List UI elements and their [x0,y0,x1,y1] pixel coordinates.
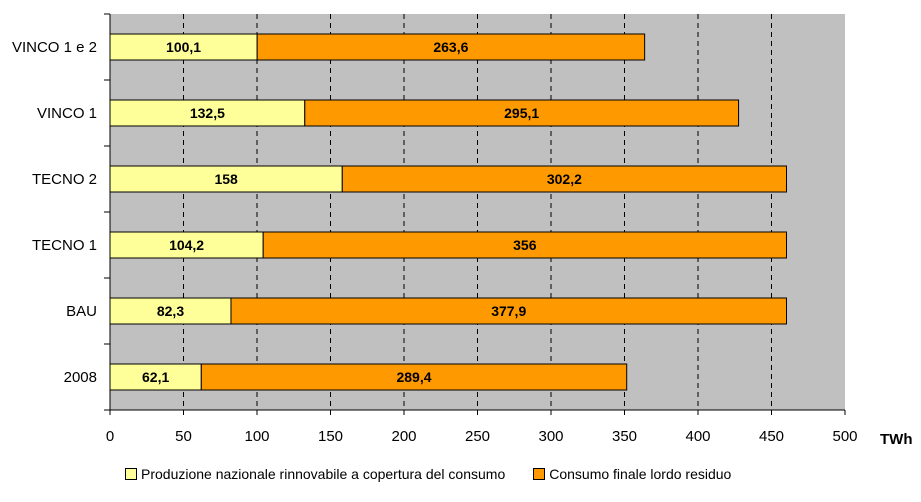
x-tick-label: 300 [538,428,563,445]
legend: Produzione nazionale rinnovabile a coper… [125,466,759,482]
bar-segment [341,165,787,193]
data-label: 356 [513,237,537,253]
x-tick-label: 100 [244,428,269,445]
data-label: 132,5 [190,105,225,121]
legend-swatch-produzione [125,468,137,480]
bar-segment [262,231,787,259]
data-label: 62,1 [142,369,169,385]
category-label: BAU [66,303,97,320]
x-tick-label: 450 [759,428,784,445]
x-tick-label: 250 [465,428,490,445]
data-label: 295,1 [504,105,539,121]
bar-segment [230,297,787,325]
category-label: TECNO 2 [32,171,97,188]
x-tick-label: 150 [318,428,343,445]
bar-segment [109,231,264,259]
bars: 100,1 263,6 132,5 295,1 158 302,2 104,2 356 82,3… [109,33,787,391]
category-label: VINCO 1 [37,105,97,122]
data-label: 302,2 [547,171,582,187]
x-axis-unit: TWh [880,431,912,448]
x-tick-label: 400 [685,428,710,445]
category-label: TECNO 1 [32,237,97,254]
x-tick-label: 50 [175,428,192,445]
legend-item-consumo: Consumo finale lordo residuo [533,466,731,482]
legend-item-produzione: Produzione nazionale rinnovabile a coper… [125,466,505,482]
x-tick-label: 350 [612,428,637,445]
grid-lines [183,14,772,410]
x-axis-ticks: 0 50 100 150 200 250 300 350 400 450 500 [106,410,858,445]
data-label: 104,2 [169,237,204,253]
data-label: 158 [214,171,238,187]
legend-swatch-consumo [533,468,546,480]
data-label: 100,1 [166,39,201,55]
category-label: 2008 [64,369,97,386]
legend-label-produzione: Produzione nazionale rinnovabile a coper… [141,466,506,482]
data-label: 263,6 [433,39,468,55]
data-label: 377,9 [491,303,526,319]
bar-segment [304,99,740,127]
x-tick-label: 0 [106,428,114,445]
x-tick-label: 200 [391,428,416,445]
bar-segment [200,363,628,391]
x-tick-label: 500 [832,428,857,445]
data-label: 82,3 [157,303,184,319]
category-label: VINCO 1 e 2 [12,39,97,56]
legend-label-consumo: Consumo finale lordo residuo [549,466,732,482]
data-label: 289,4 [396,369,431,385]
bar-segment [256,33,646,61]
category-labels: VINCO 1 e 2 VINCO 1 TECNO 2 TECNO 1 BAU 2008 [12,13,110,411]
